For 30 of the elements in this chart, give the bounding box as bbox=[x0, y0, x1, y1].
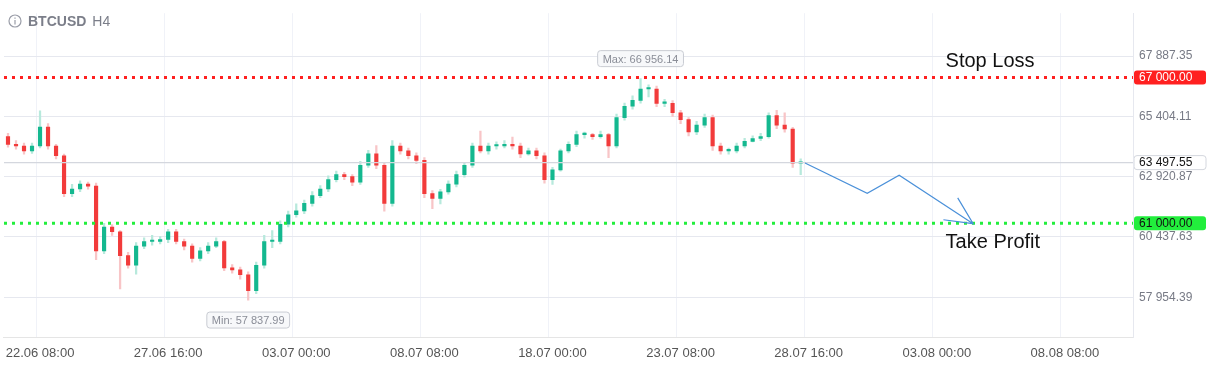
y-tick-label: 60 437.63 bbox=[1139, 229, 1193, 244]
y-tick-label: 65 404.11 bbox=[1139, 108, 1192, 123]
x-tick-label: 27.06 16:00 bbox=[133, 344, 203, 360]
x-tick-label: 08.08 08:00 bbox=[1030, 344, 1100, 360]
annotation: Max: 66 956.14 bbox=[602, 52, 679, 65]
candlestick bbox=[502, 140, 507, 149]
x-tick-label: 18.07 00:00 bbox=[518, 344, 587, 360]
x-tick-label: 03.07 00:00 bbox=[261, 344, 331, 360]
y-tick-label: 63 497.55 bbox=[1139, 154, 1193, 169]
x-tick-label: 03.08 00:00 bbox=[902, 344, 972, 360]
ref-line-label: Stop Loss bbox=[945, 49, 1035, 72]
y-tick-label: 61 000.00 bbox=[1139, 215, 1193, 230]
y-tick-label: 62 920.87 bbox=[1139, 168, 1193, 183]
y-tick-label: 67 000.00 bbox=[1139, 69, 1193, 84]
annotation: Min: 57 837.99 bbox=[211, 314, 285, 327]
candlestick bbox=[646, 84, 651, 98]
candlestick bbox=[510, 136, 515, 150]
candlestick bbox=[582, 131, 587, 139]
chart-subtitle: H4 bbox=[92, 13, 111, 29]
y-tick-label: 57 954.39 bbox=[1139, 289, 1193, 304]
y-tick-label: 67 887.35 bbox=[1139, 48, 1193, 63]
candlestick bbox=[478, 130, 483, 154]
x-tick-label: 23.07 08:00 bbox=[646, 344, 715, 360]
chart-title: BTCUSD bbox=[28, 13, 87, 29]
candlestick bbox=[430, 190, 435, 210]
ref-line-label: Take Profit bbox=[945, 229, 1041, 252]
x-tick-label: 28.07 16:00 bbox=[774, 344, 844, 360]
x-tick-label: 22.06 08:00 bbox=[5, 344, 75, 360]
x-tick-label: 08.07 08:00 bbox=[390, 344, 459, 360]
candlestick bbox=[494, 141, 499, 150]
